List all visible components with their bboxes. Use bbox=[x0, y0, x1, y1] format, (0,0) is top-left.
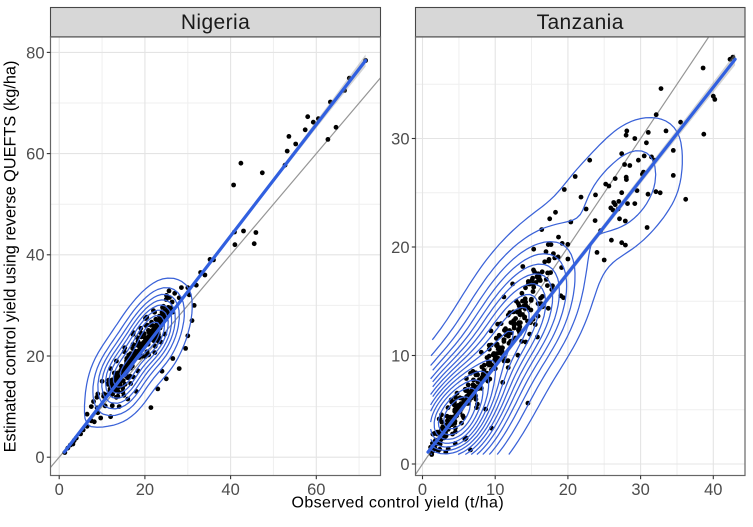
svg-text:20: 20 bbox=[26, 348, 44, 366]
svg-text:30: 30 bbox=[391, 130, 409, 148]
svg-text:Nigeria: Nigeria bbox=[181, 11, 250, 34]
svg-text:20: 20 bbox=[559, 481, 577, 499]
svg-text:0: 0 bbox=[400, 456, 409, 474]
svg-text:0: 0 bbox=[55, 481, 64, 499]
svg-text:Estimated control yield using: Estimated control yield using reverse QU… bbox=[2, 61, 20, 453]
svg-text:10: 10 bbox=[391, 347, 409, 365]
svg-text:Observed control yield (t/ha): Observed control yield (t/ha) bbox=[292, 495, 505, 512]
svg-text:0: 0 bbox=[35, 449, 44, 467]
svg-text:80: 80 bbox=[26, 44, 44, 62]
svg-text:40: 40 bbox=[221, 481, 239, 499]
svg-text:30: 30 bbox=[631, 481, 649, 499]
svg-text:0: 0 bbox=[418, 481, 427, 499]
svg-text:Tanzania: Tanzania bbox=[537, 11, 624, 34]
svg-text:60: 60 bbox=[26, 146, 44, 164]
svg-text:10: 10 bbox=[486, 481, 504, 499]
svg-text:40: 40 bbox=[704, 481, 722, 499]
svg-text:20: 20 bbox=[391, 239, 409, 257]
svg-text:40: 40 bbox=[26, 247, 44, 265]
svg-text:60: 60 bbox=[307, 481, 325, 499]
svg-text:20: 20 bbox=[136, 481, 154, 499]
